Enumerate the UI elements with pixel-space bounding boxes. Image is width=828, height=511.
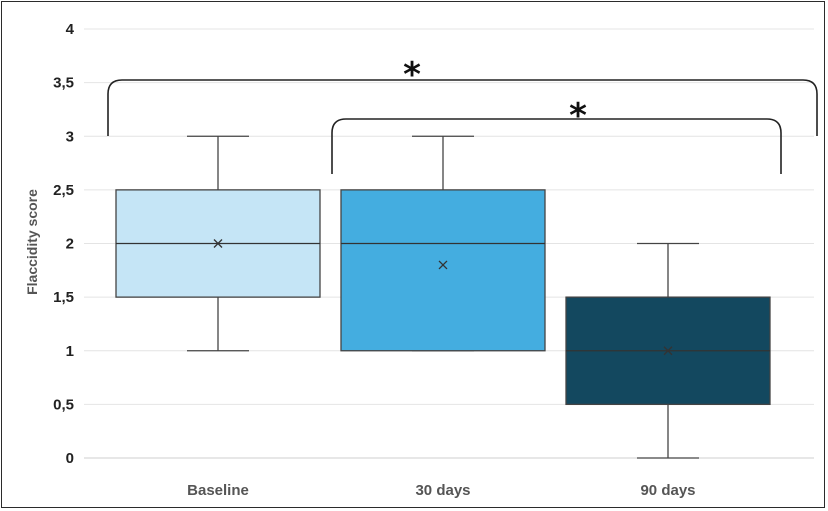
mean-marker-stroke xyxy=(213,239,223,248)
y-axis-ticks: 0 0,5 1 1,5 2 2,5 3 3,5 4 xyxy=(53,21,75,467)
x-category-label: 30 days xyxy=(415,482,470,499)
mean-marker xyxy=(663,346,673,356)
box-2 xyxy=(340,135,546,352)
y-tick-label: 3,5 xyxy=(53,75,74,92)
significance-brackets: ** xyxy=(107,55,818,174)
y-tick-label: 1 xyxy=(66,343,74,360)
y-tick-label: 1,5 xyxy=(53,289,74,306)
mean-marker xyxy=(438,260,448,270)
boxes xyxy=(115,135,771,459)
y-tick-label: 0,5 xyxy=(53,396,74,413)
significance-bracket xyxy=(331,118,782,174)
y-tick-label: 2 xyxy=(66,236,74,253)
y-tick-label: 3 xyxy=(66,128,74,145)
y-axis-label: Flaccidity score xyxy=(24,189,40,295)
significance-bracket xyxy=(107,79,818,136)
significance-star: * xyxy=(403,55,421,95)
significance-star: * xyxy=(569,96,587,136)
y-tick-label: 4 xyxy=(66,21,75,38)
mean-marker-stroke xyxy=(438,260,448,270)
box-1 xyxy=(115,135,321,352)
x-category-label: 90 days xyxy=(640,482,695,499)
x-axis-categories: Baseline 30 days 90 days xyxy=(187,482,695,499)
box-iqr xyxy=(340,189,546,352)
x-category-label: Baseline xyxy=(187,482,249,499)
y-tick-label: 2,5 xyxy=(53,182,74,199)
mean-marker xyxy=(213,239,223,248)
box-3 xyxy=(565,242,771,459)
y-tick-label: 0 xyxy=(66,450,74,467)
mean-marker-stroke xyxy=(663,346,673,356)
